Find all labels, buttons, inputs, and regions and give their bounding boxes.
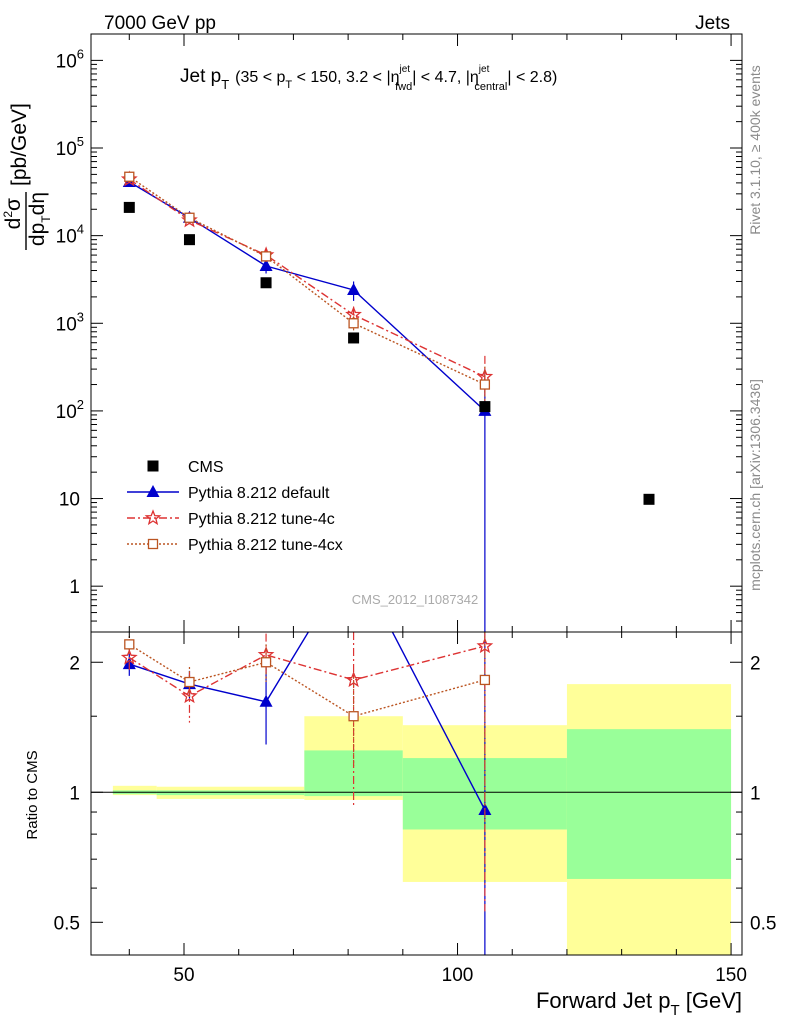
ratio-tick-label-right-2: 2 (750, 653, 761, 674)
cms-data (123, 201, 655, 505)
ratio-point-1-3 (345, 671, 362, 688)
ratio-series-2 (124, 632, 491, 830)
legend-label-2: Pythia 8.212 tune-4c (188, 511, 335, 528)
legend-entry-1: Pythia 8.212 default (127, 485, 330, 502)
legend-marker-2 (144, 509, 162, 526)
legend-marker-0 (147, 460, 159, 472)
ratio-point-2-4 (479, 674, 491, 686)
legend-entry-0: CMS (147, 459, 224, 476)
ratio-frame (90, 631, 743, 956)
ratio-point-2-1 (184, 676, 195, 688)
title-cut-b: < 150, 3.2 < |η (292, 69, 399, 86)
title-main-subscript: T (221, 77, 229, 92)
x-tick-label-50: 50 (173, 965, 194, 986)
main-point-2-4 (479, 379, 491, 390)
ratio-tick-label-right-0: 0.5 (750, 913, 776, 934)
y-tick-label-3: 103 (56, 309, 84, 335)
x-tick-label-150: 150 (715, 965, 747, 986)
legend-label-3: Pythia 8.212 tune-4cx (188, 537, 343, 554)
main-point-0-2 (259, 259, 273, 272)
ratio-tick-label-right-1: 1 (750, 783, 761, 804)
y-tick-label-6: 106 (56, 46, 84, 72)
legend-label-0: CMS (188, 459, 224, 476)
axis-ticks: 50 100 150 1 10 102 103 104 105 106 0.5 0.5 1 1 2 2 (54, 33, 776, 986)
ratio-point-0-2 (259, 694, 273, 707)
analysis-watermark: CMS_2012_I1087342 (352, 592, 479, 607)
title-cut-a: (35 < p (235, 69, 285, 86)
header-process-label: Jets (695, 13, 730, 34)
main-point-2-0 (124, 171, 135, 182)
ratio-uncertainty-bands (112, 684, 732, 955)
main-series-1 (120, 170, 494, 413)
title-cut-a-subscript: T (285, 79, 292, 91)
x-axis-label: Forward Jet pT [GeV] (536, 988, 742, 1019)
y-tick-label-1: 10 (59, 490, 80, 511)
main-point-2-1 (184, 212, 195, 223)
ratio-point-2-0 (124, 639, 135, 650)
ratio-point-2-3 (348, 711, 359, 722)
main-point-2-2 (260, 251, 272, 262)
y-label-denominator: dpTdη (26, 192, 53, 246)
ratio-tick-label-left-1: 1 (69, 783, 80, 804)
plot-frames (90, 33, 743, 956)
ratio-tick-label-left-0: 0.5 (54, 913, 80, 934)
main-line-2 (128, 176, 486, 386)
legend-label-1: Pythia 8.212 default (188, 485, 330, 502)
ratio-point-1-0 (120, 648, 138, 665)
ratio-line-1 (128, 645, 486, 697)
main-plot-series (120, 170, 655, 632)
main-point-0-3 (347, 282, 361, 295)
main-plot-title: Jet pT (35 < pT < 150, 3.2 < |ηjet fwd| < … (180, 64, 557, 93)
y-tick-label-5: 105 (56, 134, 84, 160)
y-axis-label: d2σ dpTdη [pb/GeV] (1, 103, 53, 250)
y-label-unit: [pb/GeV] (8, 103, 31, 186)
legend-marker-1 (146, 485, 160, 497)
legend-marker-3 (147, 538, 159, 550)
y-tick-label-0: 1 (69, 577, 80, 598)
title-eta-central-subscript: central (474, 81, 507, 93)
main-series-2 (124, 171, 491, 411)
band-inner-4 (566, 729, 732, 879)
ratio-plot-series (120, 632, 494, 955)
x-tick-label-100: 100 (442, 965, 474, 986)
ratio-point-1-1 (181, 687, 198, 704)
main-point-2-3 (348, 318, 359, 329)
legend: CMS Pythia 8.212 default Pythia 8.212 tune… (127, 459, 343, 554)
y-label-numerator: d2σ (1, 198, 25, 229)
legend-entry-2: Pythia 8.212 tune-4c (127, 509, 335, 528)
header-energy-label: 7000 GeV pp (104, 13, 216, 34)
cms-point-4 (479, 401, 491, 413)
cms-point-0 (123, 201, 135, 213)
cms-point-3 (348, 332, 360, 344)
legend-entry-3: Pythia 8.212 tune-4cx (127, 537, 343, 554)
title-cut-c: | < 4.7, |η (412, 69, 479, 86)
title-eta-fwd-superscript: jet (399, 64, 411, 75)
mcplots-reference-label: mcplots.cern.ch [arXiv:1306.3436] (747, 379, 763, 591)
rivet-version-label: Rivet 3.1.10, ≥ 400k events (747, 65, 763, 235)
ratio-line-2 (128, 643, 486, 717)
cms-point-5 (643, 493, 655, 505)
title-cut-d: | < 2.8) (507, 69, 557, 86)
title-eta-fwd-subscript: fwd (395, 81, 412, 93)
ratio-point-2-2 (260, 657, 272, 668)
main-series-0 (122, 174, 492, 632)
cms-point-2 (260, 277, 272, 289)
main-line-1 (128, 178, 486, 378)
title-main: Jet p (180, 66, 221, 87)
title-eta-central-superscript: jet (478, 64, 490, 75)
y-tick-label-4: 104 (56, 222, 84, 248)
ratio-axis-label: Ratio to CMS (24, 750, 41, 839)
cms-point-1 (183, 234, 195, 246)
y-tick-label-2: 102 (56, 397, 84, 423)
ratio-tick-label-left-2: 2 (69, 653, 80, 674)
